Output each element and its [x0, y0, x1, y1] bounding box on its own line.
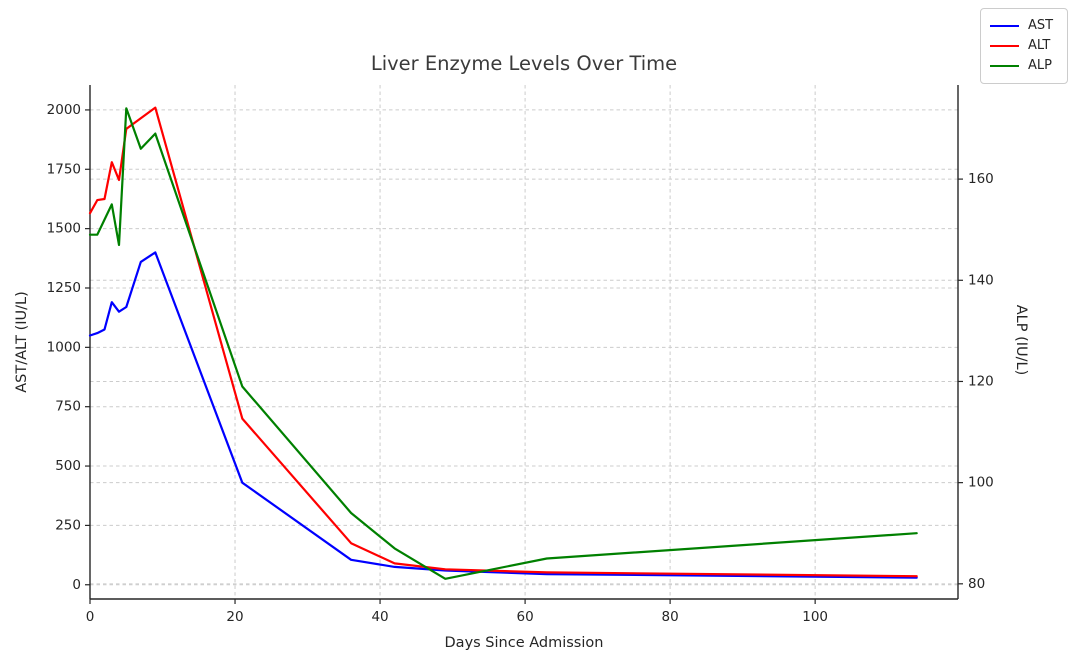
- series-line-alt: [88, 106, 918, 578]
- gridlines: [89, 85, 958, 599]
- yleft-ticklabel-750: 750: [55, 399, 81, 415]
- chart-title: Liver Enzyme Levels Over Time: [371, 52, 677, 75]
- x-ticklabel-0: 0: [86, 609, 95, 625]
- legend-item-alt: ALT: [990, 36, 1058, 56]
- x-ticklabel-40: 40: [371, 609, 388, 625]
- yright-ticklabel-120: 120: [968, 373, 994, 389]
- yleft-ticklabel-2000: 2000: [47, 102, 81, 118]
- yleft-ticklabel-1250: 1250: [47, 280, 81, 296]
- yright-ticklabel-100: 100: [968, 475, 994, 491]
- axis-ticks: 0 20 40 60 80 1000250500750100012501500175020…: [47, 102, 994, 625]
- x-axis-label: Days Since Admission: [445, 635, 604, 651]
- yright-ticklabel-160: 160: [968, 171, 994, 187]
- legend-item-alp: ALP: [990, 56, 1058, 76]
- x-ticklabel-20: 20: [226, 609, 243, 625]
- legend-label-alt: ALT: [1028, 38, 1051, 53]
- yright-ticklabel-80: 80: [968, 576, 985, 592]
- y-axis-label-right: ALP (IU/L): [1013, 305, 1029, 376]
- yleft-ticklabel-1750: 1750: [47, 161, 81, 177]
- legend-swatch-alp: [990, 65, 1019, 67]
- x-ticklabel-100: 100: [802, 609, 828, 625]
- yleft-ticklabel-500: 500: [55, 458, 81, 474]
- legend-label-ast: AST: [1028, 18, 1054, 33]
- y-axis-label-left: AST/ALT (IU/L): [14, 291, 30, 393]
- series-line-ast: [88, 251, 918, 579]
- series-lines: [88, 106, 918, 580]
- legend-label-alp: ALP: [1028, 58, 1052, 73]
- yleft-ticklabel-1000: 1000: [47, 339, 81, 355]
- legend-swatch-ast: [990, 25, 1019, 27]
- legend-item-ast: AST: [990, 16, 1058, 36]
- legend: AST ALT ALP: [980, 8, 1068, 84]
- legend-swatch-alt: [990, 45, 1019, 47]
- yleft-ticklabel-0: 0: [72, 577, 81, 593]
- yleft-ticklabel-250: 250: [55, 517, 81, 533]
- yleft-ticklabel-1500: 1500: [47, 221, 81, 237]
- x-ticklabel-60: 60: [516, 609, 533, 625]
- series-line-alp: [88, 107, 918, 580]
- yright-ticklabel-140: 140: [968, 272, 994, 288]
- x-ticklabel-80: 80: [662, 609, 679, 625]
